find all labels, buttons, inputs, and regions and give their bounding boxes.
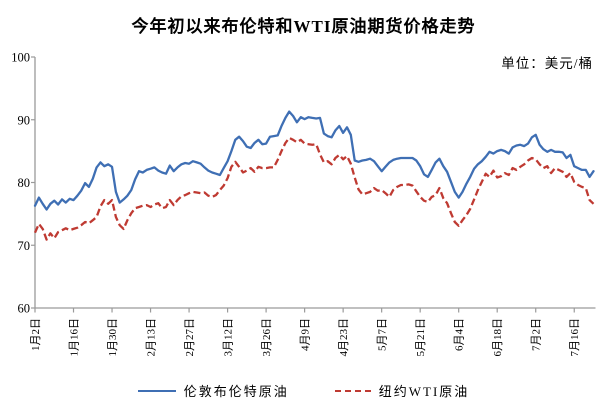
x-tick-label: 5月21日 [415,318,427,357]
x-tick-label: 1月30日 [107,318,119,357]
x-tick-label: 1月2日 [30,318,42,351]
y-tick-label: 60 [18,302,31,316]
x-tick-label: 2月27日 [184,318,196,357]
brent-line-swatch-icon [137,389,176,392]
x-tick-label: 6月18日 [492,318,504,357]
x-tick-label: 4月23日 [338,318,350,357]
axes [34,57,596,309]
y-tick-label: 80 [18,176,31,190]
chart-legend: 伦敦布伦特原油 纽约WTI原油 [0,381,607,400]
chart-title: 今年初以来布伦特和WTI原油期货价格走势 [131,17,476,36]
x-tick-label: 1月16日 [69,318,81,357]
x-tick-label: 7月2日 [531,318,543,351]
x-tick-label: 3月12日 [223,318,235,357]
legend-item-brent: 伦敦布伦特原油 [137,381,289,400]
legend-label-brent: 伦敦布伦特原油 [183,384,289,399]
y-tick-label: 70 [18,239,31,253]
y-tick-label: 100 [11,51,30,65]
legend-item-wti: 纽约WTI原油 [334,381,470,400]
brent-price-line [33,110,595,211]
x-tick-label: 5月7日 [377,318,389,351]
y-tick-label: 90 [18,113,31,127]
wti-price-line [33,136,595,241]
x-tick-label: 7月16日 [569,318,581,357]
x-tick-label: 2月13日 [146,318,158,357]
x-tick-label: 3月26日 [261,318,273,357]
wti-line-swatch-icon [334,389,371,392]
x-tick-label: 6月4日 [454,318,466,351]
legend-label-wti: 纽约WTI原油 [378,384,470,399]
unit-label: 单位：美元/桶 [501,56,593,71]
x-tick-label: 4月9日 [300,318,312,351]
